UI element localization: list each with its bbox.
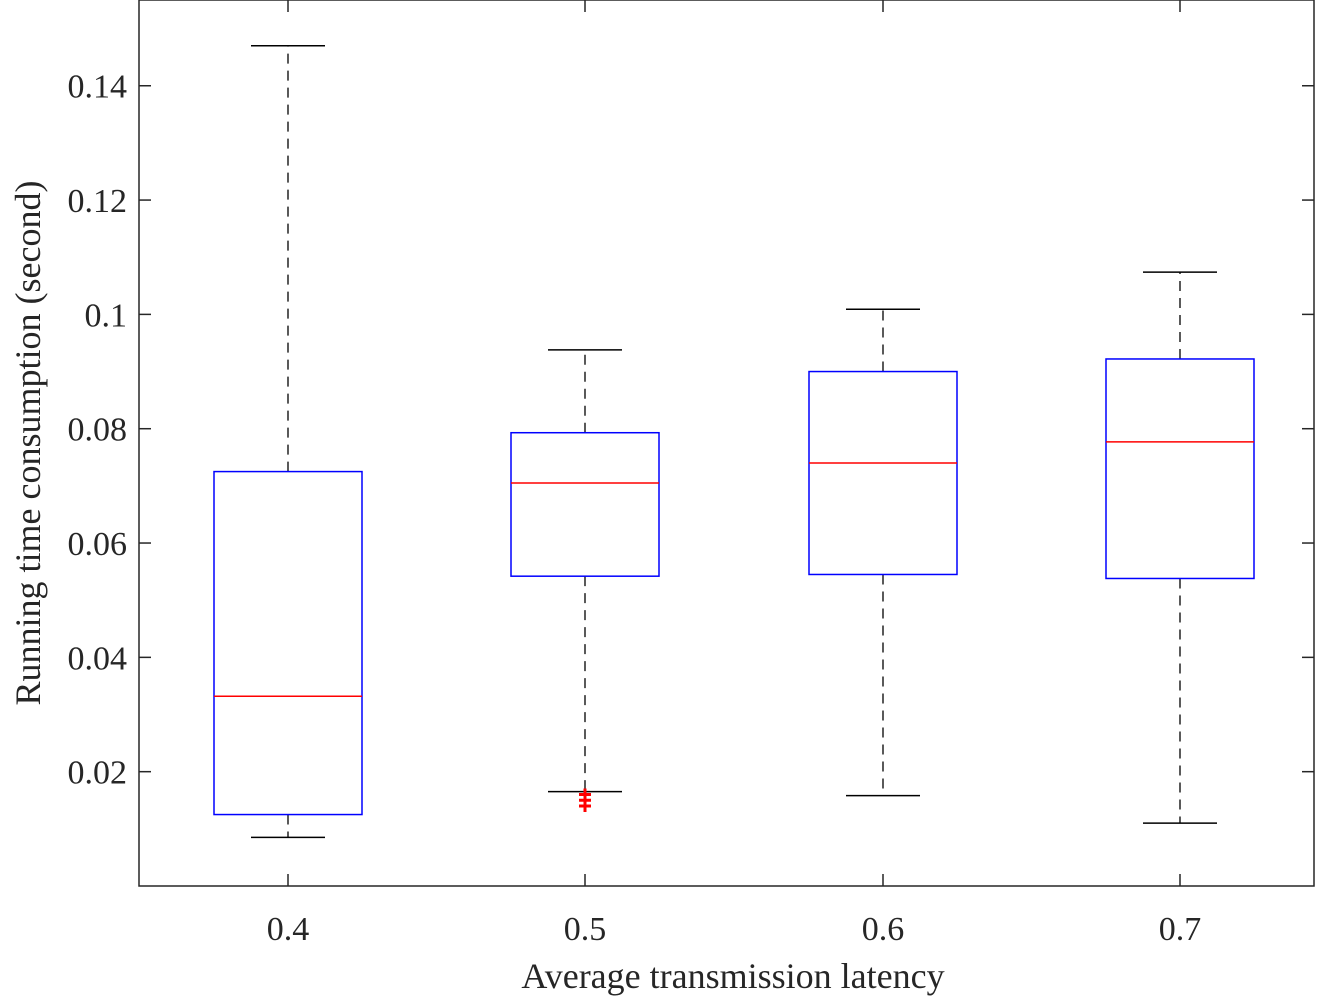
boxes-group	[213, 44, 1255, 839]
box-0.4	[213, 44, 363, 839]
x-axis-title: Average transmission latency	[521, 956, 944, 996]
iqr-box	[213, 470, 363, 816]
outlier-marker	[579, 788, 591, 801]
iqr-box	[510, 431, 660, 577]
x-tick-label: 0.4	[267, 911, 310, 948]
box-0.6	[808, 308, 958, 797]
box-0.5	[510, 349, 660, 812]
y-axis: 0.02 0.04 0.06 0.08 0.1 0.12 0.14	[68, 69, 1314, 792]
y-axis-title: Running time consumption (second)	[8, 181, 48, 706]
x-tick-label: 0.6	[862, 911, 905, 948]
x-tick-label: 0.7	[1159, 911, 1202, 948]
y-tick-label: 0.12	[68, 183, 128, 220]
box-0.7	[1105, 271, 1255, 824]
x-tick-label: 0.5	[564, 911, 607, 948]
y-tick-label: 0.1	[85, 297, 128, 334]
iqr-box	[808, 370, 958, 576]
plot-area	[138, 0, 1315, 887]
y-tick-label: 0.04	[68, 640, 128, 677]
y-tick-label: 0.08	[68, 412, 128, 449]
y-tick-label: 0.02	[68, 755, 128, 792]
y-tick-label: 0.06	[68, 526, 128, 563]
iqr-box	[1105, 358, 1255, 580]
y-tick-label: 0.14	[68, 69, 128, 106]
x-axis: 0.4 0.5 0.6 0.7	[267, 0, 1202, 948]
